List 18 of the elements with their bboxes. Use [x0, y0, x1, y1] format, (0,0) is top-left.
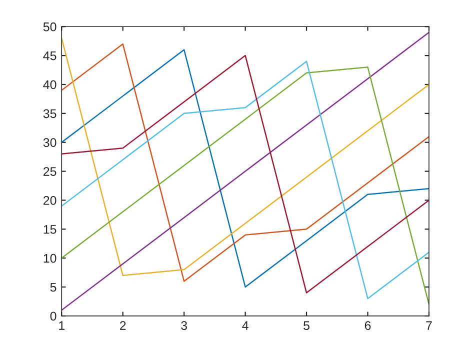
x-tick-label: 6 [364, 321, 371, 330]
x-tick-label: 1 [59, 321, 64, 330]
y-tick-label: 40 [43, 80, 56, 90]
x-tick-label: 5 [304, 321, 310, 330]
y-tick-label: 0 [50, 312, 56, 321]
y-tick-label: 30 [43, 138, 56, 148]
y-tick-label: 45 [43, 51, 56, 60]
y-tick-label: 35 [43, 109, 56, 118]
x-tick-label: 3 [181, 321, 187, 330]
y-tick-label: 10 [44, 254, 56, 263]
x-tick-label: 7 [426, 321, 432, 330]
x-tick-label: 2 [120, 321, 126, 330]
y-tick-label: 20 [43, 196, 56, 205]
y-tick-label: 25 [43, 167, 56, 176]
x-tick-label: 4 [242, 321, 248, 330]
y-tick-label: 50 [43, 22, 56, 32]
y-tick-label: 15 [44, 225, 56, 234]
y-tick-label: 5 [50, 282, 56, 292]
